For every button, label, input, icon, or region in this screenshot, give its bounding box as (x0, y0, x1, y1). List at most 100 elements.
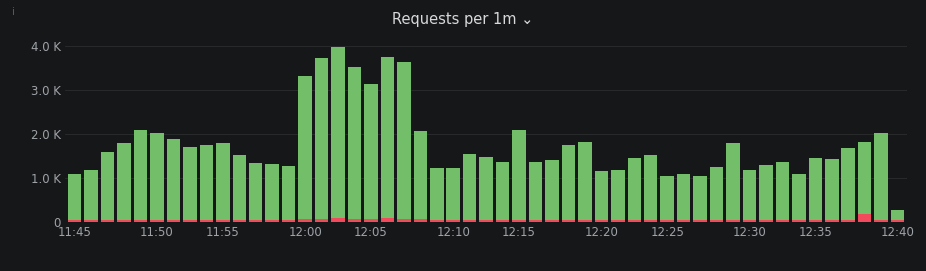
Bar (249, 220, 262, 222)
Bar (216, 143, 230, 220)
Bar (825, 159, 839, 221)
Bar (891, 210, 905, 221)
Bar (611, 170, 624, 221)
Bar (842, 148, 855, 221)
Bar (628, 158, 641, 221)
Bar (726, 221, 740, 222)
Bar (381, 57, 394, 218)
Bar (84, 170, 98, 221)
Bar (332, 218, 344, 222)
Bar (282, 166, 295, 220)
Bar (414, 219, 427, 222)
Bar (726, 143, 740, 221)
Bar (364, 219, 378, 222)
Bar (594, 221, 608, 222)
Bar (710, 167, 723, 221)
Bar (545, 160, 558, 221)
Bar (364, 84, 378, 219)
Bar (808, 221, 822, 222)
Bar (348, 67, 361, 219)
Bar (397, 62, 410, 219)
Bar (118, 220, 131, 222)
Bar (133, 130, 147, 220)
Bar (183, 220, 196, 222)
Bar (611, 221, 624, 222)
Bar (644, 221, 657, 222)
Bar (232, 155, 246, 220)
Bar (232, 220, 246, 222)
Bar (660, 221, 674, 222)
Bar (133, 220, 147, 222)
Bar (512, 221, 526, 222)
Bar (495, 162, 509, 221)
Bar (348, 219, 361, 222)
Bar (446, 167, 460, 221)
Bar (578, 142, 592, 221)
Bar (68, 221, 81, 222)
Bar (430, 221, 444, 222)
Bar (216, 220, 230, 222)
Bar (743, 170, 757, 221)
Bar (101, 152, 114, 220)
Bar (315, 219, 329, 222)
Bar (759, 221, 772, 222)
Text: Requests per 1m ⌄: Requests per 1m ⌄ (393, 12, 533, 27)
Bar (495, 221, 509, 222)
Bar (545, 221, 558, 222)
Bar (792, 174, 806, 221)
Bar (694, 221, 707, 222)
Bar (743, 221, 757, 222)
Bar (446, 221, 460, 222)
Bar (759, 165, 772, 221)
Bar (694, 176, 707, 221)
Bar (266, 220, 279, 222)
Bar (298, 76, 312, 219)
Bar (874, 133, 888, 221)
Bar (381, 218, 394, 222)
Bar (529, 221, 543, 222)
Bar (512, 130, 526, 221)
Bar (249, 163, 262, 220)
Bar (776, 221, 789, 222)
Bar (463, 154, 477, 221)
Bar (167, 138, 181, 220)
Bar (183, 147, 196, 220)
Bar (562, 145, 575, 221)
Bar (677, 174, 691, 221)
Bar (68, 174, 81, 221)
Bar (150, 220, 164, 222)
Bar (628, 221, 641, 222)
Text: i: i (12, 7, 15, 17)
Bar (118, 143, 131, 220)
Bar (529, 162, 543, 221)
Bar (480, 157, 493, 221)
Bar (200, 220, 213, 222)
Bar (266, 164, 279, 220)
Bar (167, 220, 181, 222)
Bar (891, 221, 905, 222)
Bar (792, 221, 806, 222)
Bar (660, 176, 674, 221)
Bar (594, 171, 608, 221)
Bar (282, 220, 295, 222)
Bar (858, 142, 871, 214)
Bar (677, 221, 691, 222)
Bar (710, 221, 723, 222)
Bar (414, 131, 427, 219)
Bar (150, 133, 164, 220)
Bar (84, 221, 98, 222)
Bar (332, 47, 344, 218)
Bar (874, 221, 888, 222)
Bar (298, 219, 312, 222)
Bar (315, 58, 329, 219)
Bar (578, 221, 592, 222)
Bar (480, 221, 493, 222)
Bar (200, 145, 213, 220)
Bar (842, 221, 855, 222)
Bar (397, 219, 410, 222)
Bar (430, 167, 444, 221)
Bar (825, 221, 839, 222)
Bar (776, 162, 789, 221)
Bar (562, 221, 575, 222)
Bar (808, 158, 822, 221)
